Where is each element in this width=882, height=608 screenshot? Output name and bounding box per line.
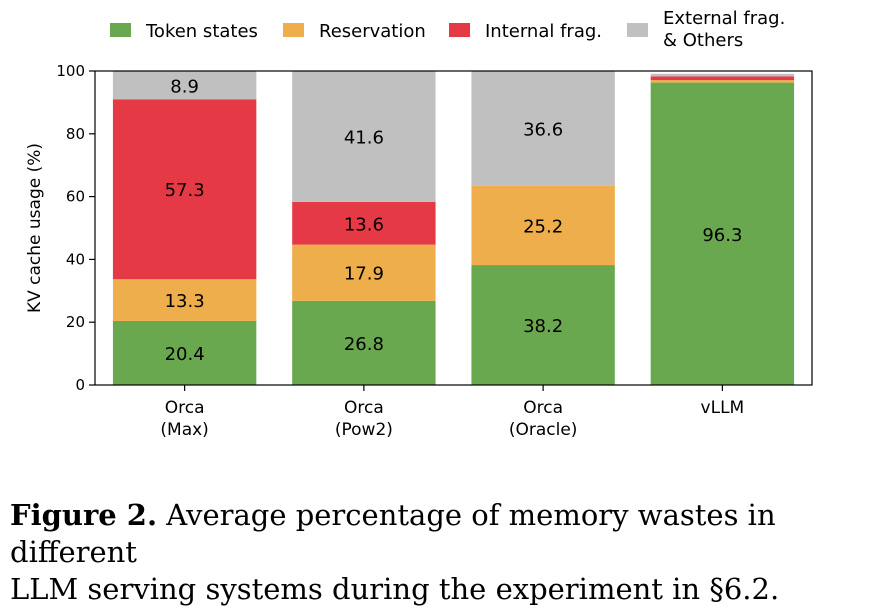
data-label: 13.3 bbox=[165, 291, 205, 312]
bar-segment bbox=[112, 320, 257, 385]
data-label: 13.6 bbox=[344, 214, 384, 235]
data-label: 17.9 bbox=[344, 264, 384, 285]
bar-segment bbox=[292, 201, 436, 245]
legend-swatch bbox=[283, 23, 304, 37]
data-label: 38.2 bbox=[523, 316, 563, 337]
data-label: 25.2 bbox=[523, 216, 563, 237]
y-tick-label: 100 bbox=[56, 62, 85, 80]
x-tick-label: (Pow2) bbox=[335, 420, 393, 440]
caption-line-1: Average percentage of memory wastes in d… bbox=[10, 498, 776, 569]
legend-label: Internal frag. bbox=[485, 21, 602, 42]
data-label: 96.3 bbox=[702, 225, 742, 246]
y-axis-label: KV cache usage (%) bbox=[25, 143, 45, 313]
legend: Token states Reservation Internal frag. Ext… bbox=[110, 8, 785, 51]
legend-label: & Others bbox=[663, 30, 743, 51]
data-label: 8.9 bbox=[170, 76, 199, 97]
x-tick-label: Orca bbox=[344, 398, 384, 418]
x-tick-label: (Oracle) bbox=[509, 420, 578, 440]
legend-swatch bbox=[110, 23, 131, 37]
bar-segment bbox=[471, 71, 615, 186]
bar-segment bbox=[650, 76, 795, 81]
bar-segment bbox=[292, 71, 436, 202]
x-tick-label: (Max) bbox=[160, 420, 208, 440]
y-tick-label: 0 bbox=[75, 376, 85, 394]
bar-segment bbox=[471, 265, 615, 385]
caption-line-2: LLM serving systems during the experimen… bbox=[10, 572, 780, 606]
bar-stacks: 20.4 13.3 57.3 8.9 26.8 17.9 13.6 41.6 38.2 25.2 3… bbox=[112, 71, 795, 386]
bar-segment bbox=[112, 99, 257, 280]
x-tick-label: vLLM bbox=[701, 398, 745, 418]
legend-swatch bbox=[627, 23, 648, 37]
y-tick-label: 20 bbox=[66, 313, 85, 331]
figure-caption: Figure 2. Average percentage of memory w… bbox=[10, 497, 876, 608]
bar-segment bbox=[650, 73, 795, 77]
y-tick-label: 40 bbox=[66, 250, 85, 268]
legend-swatch bbox=[449, 23, 470, 37]
bar-segment bbox=[650, 80, 795, 83]
bar-segment bbox=[112, 279, 257, 321]
x-tick-label: Orca bbox=[165, 398, 205, 418]
y-tick-label: 80 bbox=[66, 125, 85, 143]
data-label: 41.6 bbox=[344, 128, 384, 149]
x-tick-label: Orca bbox=[523, 398, 563, 418]
axes: 020406080100Orca(Max)Orca(Pow2)Orca(Orac… bbox=[25, 62, 813, 440]
data-label: 36.6 bbox=[523, 119, 563, 140]
legend-label: Token states bbox=[145, 21, 258, 42]
bar-segment bbox=[650, 82, 795, 386]
stacked-bar-chart: Token states Reservation Internal frag. Ext… bbox=[25, 8, 813, 440]
data-label: 57.3 bbox=[165, 180, 205, 201]
data-label: 26.8 bbox=[344, 334, 384, 355]
bar-segment bbox=[292, 300, 436, 385]
legend-label: External frag. bbox=[663, 8, 785, 29]
plot-frame bbox=[94, 70, 813, 386]
bar-segment bbox=[112, 71, 257, 100]
bar-segment bbox=[471, 185, 615, 266]
data-label: 20.4 bbox=[165, 344, 205, 365]
legend-label: Reservation bbox=[319, 21, 426, 42]
bar-segment bbox=[292, 244, 436, 301]
figure-number: Figure 2. bbox=[10, 498, 158, 532]
y-tick-label: 60 bbox=[66, 188, 85, 206]
